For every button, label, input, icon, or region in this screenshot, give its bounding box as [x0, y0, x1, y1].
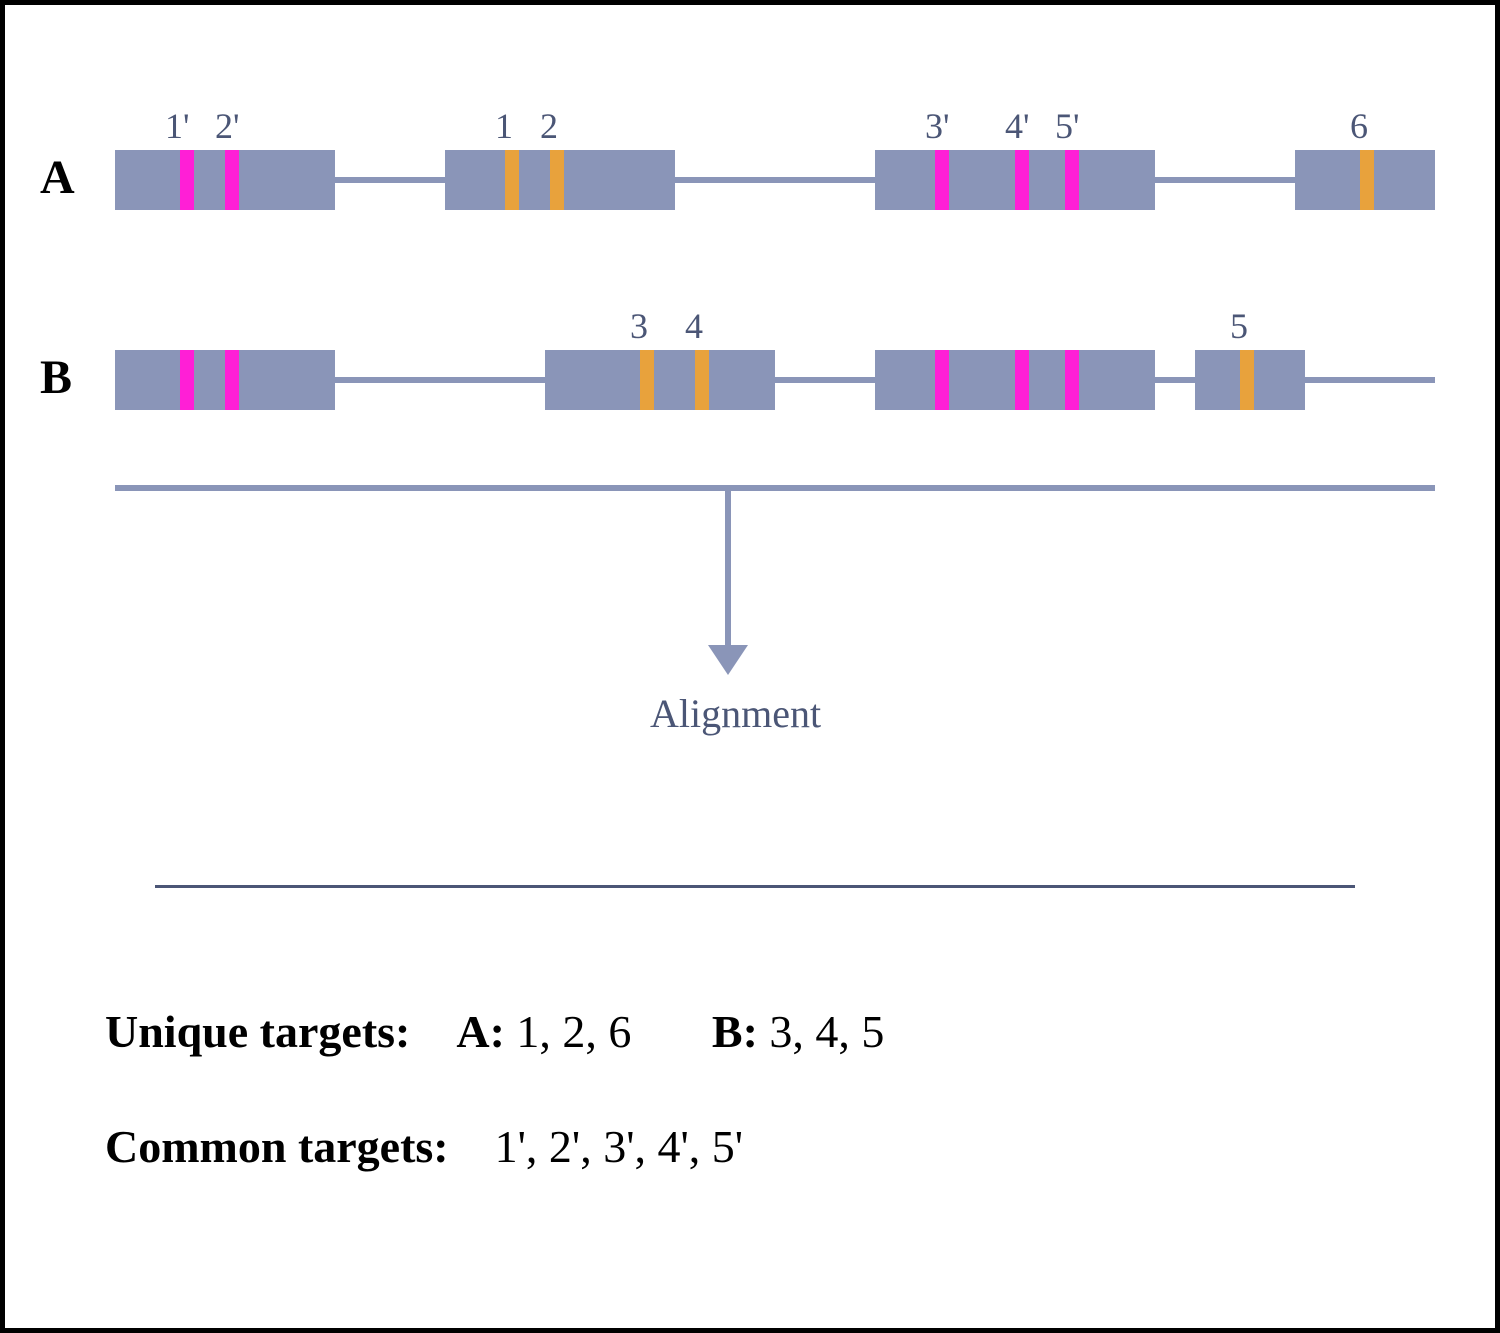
results-divider	[155, 885, 1355, 888]
results-line2: Common targets: 1', 2', 3', 4', 5'	[105, 1120, 743, 1173]
mark-B-2	[640, 350, 654, 410]
mark-B-3	[695, 350, 709, 410]
results-line1-part-5: 3, 4, 5	[758, 1006, 885, 1057]
mark-A-1	[225, 150, 239, 210]
mark-B-0	[180, 350, 194, 410]
mark-A-3	[550, 150, 564, 210]
results-line1: Unique targets: A: 1, 2, 6 B: 3, 4, 5	[105, 1005, 884, 1058]
mark-A-6	[1065, 150, 1079, 210]
mark-B-1	[225, 350, 239, 410]
results-line2-part-0: Common targets:	[105, 1121, 449, 1172]
mark-label-A-0: 1'	[165, 105, 190, 147]
mark-label-B-2: 3	[630, 305, 648, 347]
exon-B-1	[545, 350, 775, 410]
mark-B-7	[1240, 350, 1254, 410]
results-line1-part-2: A:	[456, 1006, 505, 1057]
alignment-arrowhead	[708, 645, 748, 675]
results-line1-part-4: B:	[712, 1006, 758, 1057]
connector-B-0	[335, 377, 545, 383]
alignment-label: Alignment	[650, 690, 821, 737]
connector-A-1	[675, 177, 875, 183]
mark-A-2	[505, 150, 519, 210]
mark-label-A-2: 1	[495, 105, 513, 147]
mark-A-0	[180, 150, 194, 210]
mark-B-4	[935, 350, 949, 410]
connector-A-2	[1155, 177, 1295, 183]
mark-label-A-3: 2	[540, 105, 558, 147]
mark-label-A-1: 2'	[215, 105, 240, 147]
alignment-hline	[115, 485, 1435, 491]
results-line2-part-1: 1', 2', 3', 4', 5'	[449, 1121, 743, 1172]
mark-A-4	[935, 150, 949, 210]
mark-label-A-4: 3'	[925, 105, 950, 147]
mark-label-A-7: 6	[1350, 105, 1368, 147]
mark-label-A-6: 5'	[1055, 105, 1080, 147]
connector-B-3	[1305, 377, 1435, 383]
alignment-stem	[725, 485, 731, 645]
mark-B-6	[1065, 350, 1079, 410]
mark-label-B-7: 5	[1230, 305, 1248, 347]
diagram-canvas: A 1' 2' 12 3' 4' 5' 6 B 34 5 Alignment Unique target…	[0, 0, 1500, 1333]
mark-label-B-3: 4	[685, 305, 703, 347]
results-line1-part-3: 1, 2, 6	[505, 1006, 712, 1057]
row-label-A: A	[40, 150, 75, 205]
connector-B-2	[1155, 377, 1195, 383]
results-line1-part-0: Unique targets:	[105, 1006, 410, 1057]
row-label-B: B	[40, 350, 72, 405]
mark-label-A-5: 4'	[1005, 105, 1030, 147]
mark-A-5	[1015, 150, 1029, 210]
connector-A-0	[335, 177, 445, 183]
results-line1-part-1	[410, 1006, 456, 1057]
connector-B-1	[775, 377, 875, 383]
mark-A-7	[1360, 150, 1374, 210]
mark-B-5	[1015, 350, 1029, 410]
